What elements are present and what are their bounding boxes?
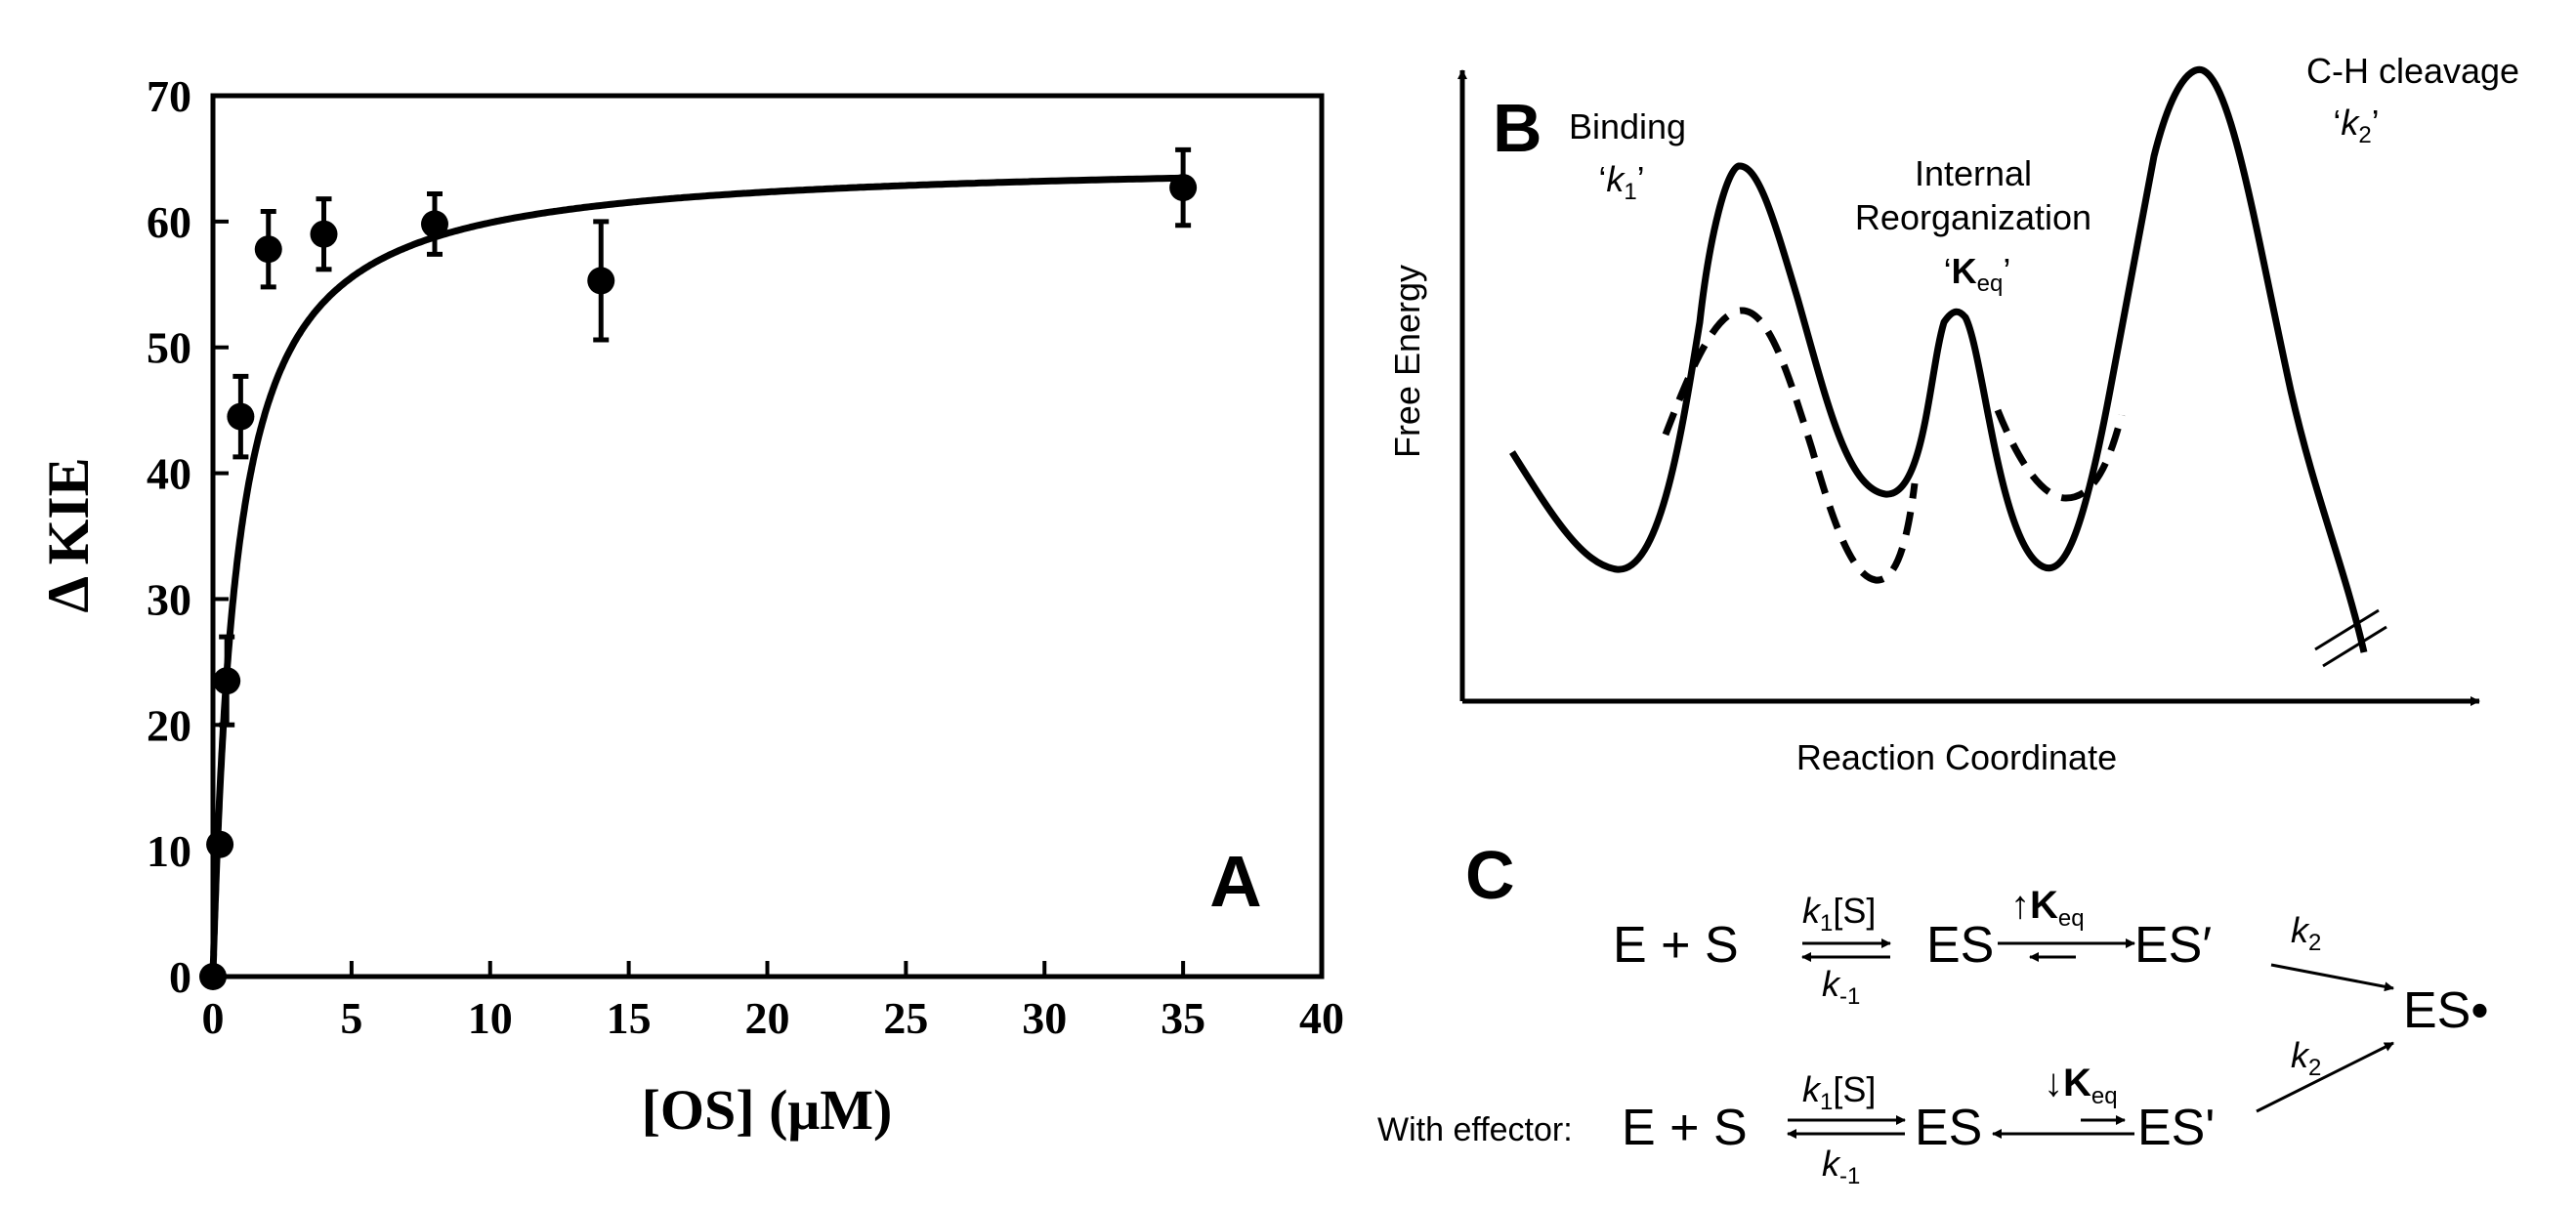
x-tick-label: 5 — [340, 993, 362, 1043]
panel-c-kinetic-scheme: C E + S k1[S] k-1 ES ↑Keq ES′ k2 ES• Wit… — [1377, 837, 2489, 1189]
top-keq-up: ↑Keq — [2010, 884, 2085, 932]
top-k2: k2 — [2291, 910, 2321, 956]
fit-curve — [209, 174, 1184, 977]
data-point — [206, 830, 234, 858]
y-tick-label: 20 — [147, 700, 191, 750]
panel-letter-c: C — [1465, 837, 1515, 913]
reorganization-label: Reorganization — [1855, 197, 2091, 237]
x-tick-label: 0 — [202, 993, 225, 1043]
x-tick-label: 40 — [1299, 993, 1344, 1043]
y-tick-label: 50 — [147, 323, 191, 373]
energy-profile-dashed-reorg — [1994, 408, 2126, 502]
x-axis-ticks: 0 5 10 15 20 25 30 35 40 — [202, 961, 1344, 1043]
bottom-k2-arrow — [2256, 1041, 2394, 1113]
panel-b-energy-diagram: B Free Energy Reaction Coordinate Bindin… — [1387, 51, 2519, 777]
binding-rate-constant: ‘k1’ — [1598, 159, 1644, 205]
bottom-k2: k2 — [2291, 1035, 2321, 1081]
binding-label: Binding — [1569, 106, 1686, 146]
energy-profile-solid — [1509, 65, 2368, 653]
y-tick-label: 30 — [147, 574, 191, 624]
keq-constant: ‘Keq’ — [1944, 251, 2011, 297]
data-point — [213, 667, 241, 695]
data-point — [1169, 174, 1198, 202]
x-tick-label: 20 — [745, 993, 790, 1043]
x-tick-label: 25 — [883, 993, 928, 1043]
panel-letter-b: B — [1493, 90, 1542, 166]
top-k2-arrow — [2270, 963, 2394, 992]
product-es-radical: ES• — [2403, 982, 2489, 1039]
y-tick-label: 40 — [147, 449, 191, 499]
data-points — [199, 146, 1198, 990]
effector-label: With effector: — [1377, 1111, 1573, 1148]
y-tick-label: 0 — [169, 952, 191, 1002]
x-axis-label: [OS] (μM) — [642, 1078, 893, 1142]
axis-break-mark-1 — [2314, 608, 2380, 651]
data-point — [310, 220, 338, 248]
x-tick-label: 30 — [1022, 993, 1067, 1043]
reaction-coordinate-label: Reaction Coordinate — [1796, 737, 2117, 777]
bottom-k-minus1: k-1 — [1822, 1144, 1860, 1189]
data-point — [587, 267, 615, 295]
top-es-prime: ES′ — [2134, 917, 2212, 974]
k2-constant: ‘k2’ — [2333, 103, 2379, 148]
panel-letter-a: A — [1209, 841, 1261, 922]
energy-profile-dashed-binding — [1662, 307, 1919, 584]
top-k1-s: k1[S] — [1802, 891, 1876, 937]
panel-a-chart: 0 5 10 15 20 25 30 35 40 0 10 20 30 40 50 60 70 [OS] (μ… — [36, 71, 1344, 1142]
bottom-k1-s: k1[S] — [1802, 1069, 1876, 1115]
top-k-minus1: k-1 — [1822, 964, 1860, 1010]
x-tick-label: 35 — [1161, 993, 1205, 1043]
data-point — [227, 402, 255, 431]
internal-label: Internal — [1915, 153, 2032, 193]
y-tick-label: 10 — [147, 826, 191, 876]
x-tick-label: 15 — [607, 993, 652, 1043]
y-tick-label: 60 — [147, 197, 191, 247]
top-es: ES — [1926, 917, 1994, 974]
data-point — [421, 210, 448, 238]
data-point — [254, 235, 282, 264]
top-e-plus-s: E + S — [1613, 917, 1739, 974]
y-axis-label: Δ KIE — [36, 457, 101, 612]
bottom-es-prime: ES' — [2137, 1100, 2215, 1156]
bottom-es: ES — [1915, 1100, 1982, 1156]
free-energy-label: Free Energy — [1387, 265, 1427, 458]
x-tick-label: 10 — [468, 993, 513, 1043]
ch-cleavage-label: C-H cleavage — [2306, 51, 2519, 91]
bottom-keq-down: ↓Keq — [2044, 1062, 2118, 1109]
data-point — [199, 963, 227, 990]
axis-break-mark-2 — [2322, 625, 2387, 668]
bottom-e-plus-s: E + S — [1622, 1100, 1748, 1156]
y-tick-label: 70 — [147, 71, 191, 121]
plot-frame — [210, 93, 1325, 979]
